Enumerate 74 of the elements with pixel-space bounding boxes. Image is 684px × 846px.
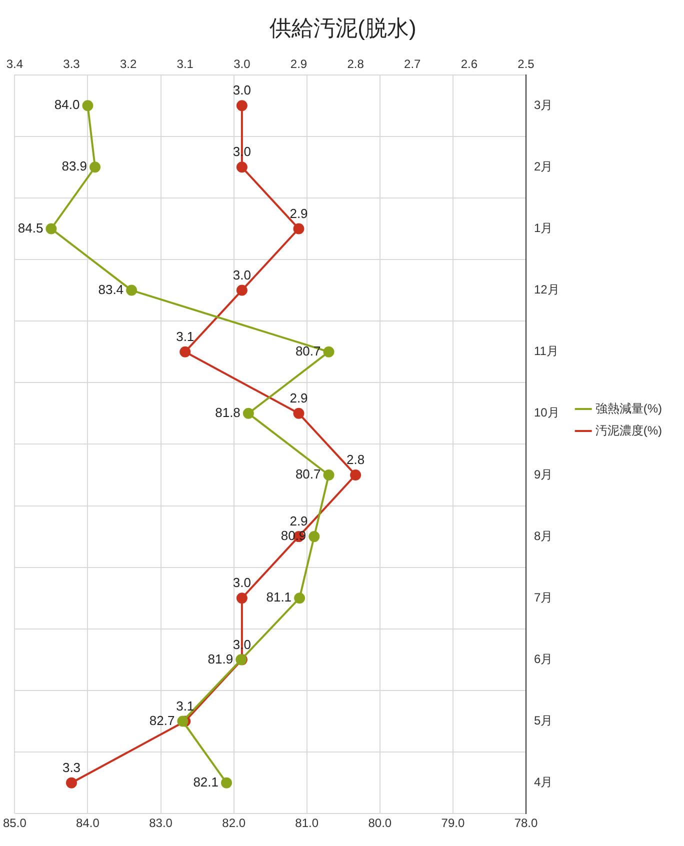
y-tick-label: 8月 <box>534 528 553 543</box>
data-label: 2.8 <box>346 452 365 468</box>
point <box>236 284 248 296</box>
point <box>323 346 334 358</box>
data-label: 2.9 <box>290 206 308 221</box>
y-tick-label: 12月 <box>534 282 560 297</box>
point <box>236 592 248 604</box>
x-tick-label: 81.0 <box>295 816 319 830</box>
data-label: 84.0 <box>54 97 80 112</box>
point <box>236 162 248 173</box>
point <box>323 469 334 480</box>
point <box>177 716 188 727</box>
data-label: 81.1 <box>266 590 292 605</box>
data-label: 82.7 <box>149 712 175 728</box>
x2-tick-label: 2.7 <box>404 56 422 71</box>
data-label: 81.8 <box>215 404 240 420</box>
legend-label: 汚泥濃度(%) <box>595 423 662 438</box>
point <box>350 469 362 480</box>
y-tick-label: 5月 <box>534 714 553 728</box>
data-label: 83.4 <box>98 282 124 297</box>
point <box>236 100 248 112</box>
point <box>90 162 101 173</box>
data-label: 3.1 <box>176 698 194 714</box>
data-label: 82.1 <box>193 774 219 790</box>
x-tick-label: 83.0 <box>149 816 173 830</box>
chart-title: 供給汚泥(脱水) <box>270 15 416 40</box>
data-label: 83.9 <box>62 158 88 174</box>
y-tick-label: 6月 <box>534 652 553 666</box>
data-label: 3.0 <box>232 575 251 590</box>
data-label: 2.9 <box>290 514 308 529</box>
point <box>308 531 320 542</box>
y-tick-label: 9月 <box>534 467 553 482</box>
x2-tick-label: 3.4 <box>6 56 24 71</box>
y-tick-label: 1月 <box>534 221 553 236</box>
x-tick-label: 79.0 <box>441 816 465 830</box>
point <box>242 408 254 419</box>
data-label: 3.1 <box>176 328 194 344</box>
x2-tick-label: 3.3 <box>63 56 80 71</box>
x2-tick-label: 2.9 <box>290 56 308 71</box>
x-tick-label: 82.0 <box>222 816 246 830</box>
x2-tick-label: 3.2 <box>120 56 137 71</box>
x2-tick-label: 2.6 <box>460 56 478 71</box>
point <box>294 592 306 604</box>
point <box>82 100 94 112</box>
data-label: 80.7 <box>295 466 321 482</box>
point <box>66 777 77 788</box>
legend-label: 強熱減量(%) <box>595 401 662 416</box>
point <box>221 777 232 788</box>
x2-tick-label: 2.5 <box>518 56 535 71</box>
data-label: 3.3 <box>62 760 81 775</box>
y-tick-label: 7月 <box>534 590 553 604</box>
data-label: 3.0 <box>232 82 251 98</box>
y-tick-label: 4月 <box>534 775 553 790</box>
y-tick-label: 10月 <box>534 406 560 420</box>
point <box>293 223 304 234</box>
data-label: 80.7 <box>295 343 321 358</box>
x-tick-label: 84.0 <box>76 816 100 830</box>
x-tick-label: 80.0 <box>368 816 392 830</box>
y-tick-label: 2月 <box>534 159 553 174</box>
point <box>46 223 57 234</box>
data-label: 2.9 <box>290 390 308 406</box>
point <box>126 284 138 296</box>
x2-tick-label: 3.0 <box>234 56 251 71</box>
data-label: 81.9 <box>208 651 234 666</box>
x2-tick-label: 3.1 <box>176 56 194 71</box>
data-label: 3.0 <box>232 267 251 282</box>
point <box>293 408 304 419</box>
x-tick-label: 85.0 <box>3 816 27 830</box>
y-tick-label: 3月 <box>534 98 553 112</box>
x2-tick-label: 2.8 <box>347 56 364 71</box>
y-tick-label: 11月 <box>534 344 558 358</box>
x-tick-label: 78.0 <box>514 816 538 830</box>
point <box>180 346 191 358</box>
data-label: 84.5 <box>18 220 44 236</box>
